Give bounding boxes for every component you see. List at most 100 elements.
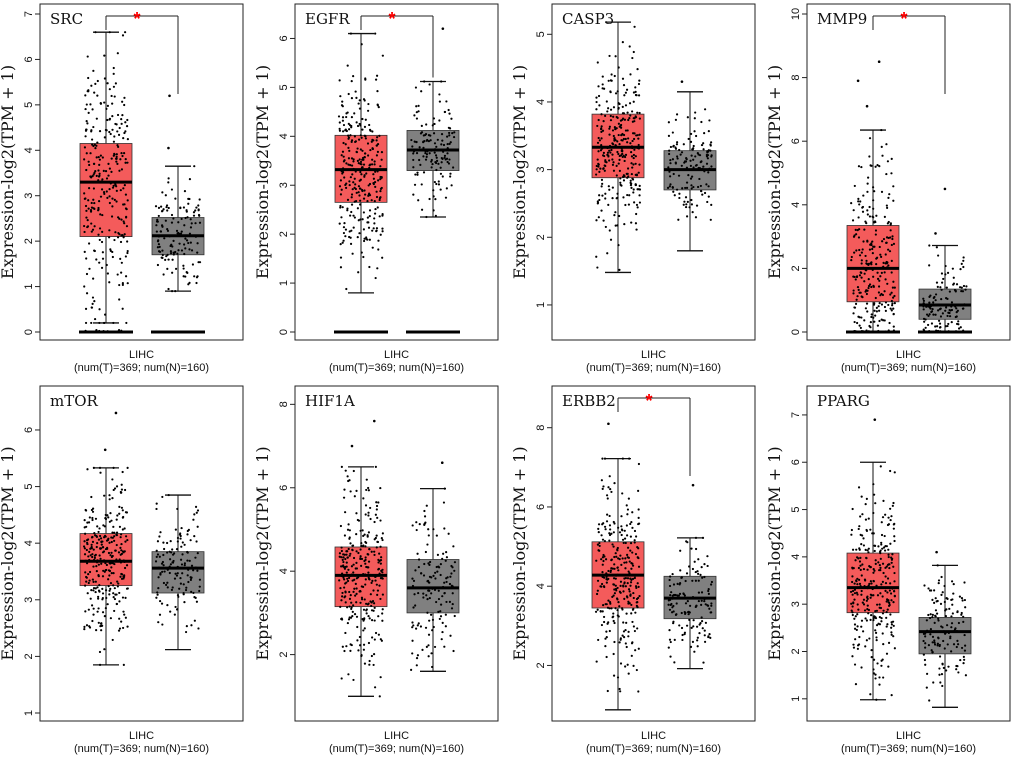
data-point — [95, 144, 98, 147]
data-point — [367, 109, 370, 112]
data-point — [122, 575, 125, 578]
data-point — [852, 601, 855, 604]
data-point — [863, 280, 866, 283]
data-point — [377, 615, 380, 618]
data-point — [110, 215, 114, 218]
data-point — [604, 225, 607, 229]
data-point — [124, 158, 127, 161]
data-point — [343, 586, 346, 589]
data-point — [348, 605, 351, 608]
data-point — [622, 584, 625, 587]
data-point — [700, 599, 703, 602]
data-point — [881, 516, 885, 519]
data-point — [688, 206, 691, 209]
data-point — [623, 175, 626, 178]
data-point — [430, 160, 433, 163]
data-point — [364, 137, 367, 140]
data-point — [98, 534, 102, 538]
data-point — [701, 167, 704, 170]
data-point — [890, 309, 893, 312]
data-point — [379, 545, 382, 548]
data-point — [182, 591, 185, 595]
data-point — [892, 307, 895, 310]
data-point — [633, 629, 637, 633]
data-point — [111, 255, 114, 259]
data-point — [632, 625, 635, 628]
data-point — [123, 222, 126, 225]
data-point — [598, 104, 601, 107]
data-point — [101, 611, 105, 614]
data-point — [607, 569, 610, 573]
data-point — [441, 139, 444, 142]
data-point — [626, 513, 629, 516]
data-point — [858, 274, 862, 277]
data-point — [362, 255, 365, 259]
data-point — [878, 676, 881, 679]
data-point — [344, 235, 347, 238]
data-point — [375, 227, 379, 230]
y-tick-label: 7 — [23, 11, 35, 17]
data-point — [378, 552, 381, 555]
data-point — [109, 562, 112, 565]
data-point — [710, 602, 713, 605]
data-point — [614, 577, 617, 580]
data-point — [854, 278, 857, 281]
data-point — [367, 514, 370, 517]
data-point — [356, 625, 359, 629]
data-point — [341, 172, 344, 175]
data-point — [617, 122, 620, 125]
data-point — [880, 271, 883, 274]
jitter-points — [595, 25, 713, 271]
data-point — [691, 579, 694, 582]
data-point — [937, 637, 940, 640]
data-point — [610, 148, 613, 152]
data-point — [362, 211, 365, 214]
data-point — [701, 576, 704, 579]
data-point — [161, 256, 164, 259]
data-point — [120, 271, 123, 274]
data-point — [176, 507, 179, 511]
data-point — [105, 563, 108, 567]
data-point — [668, 584, 672, 588]
data-point — [449, 634, 452, 637]
data-point — [621, 77, 625, 80]
data-point — [889, 613, 892, 616]
data-point — [670, 591, 673, 594]
data-point — [595, 164, 598, 168]
data-point — [111, 197, 114, 200]
data-point — [935, 325, 939, 328]
data-point — [697, 579, 700, 582]
data-point — [627, 672, 630, 675]
data-point — [684, 602, 688, 605]
data-point — [595, 219, 598, 222]
data-point — [369, 573, 372, 577]
data-point — [180, 563, 184, 566]
data-point — [363, 125, 367, 128]
data-point — [416, 173, 419, 176]
data-point — [87, 76, 90, 80]
data-point — [694, 536, 698, 539]
data-point — [374, 170, 377, 173]
data-point — [430, 576, 433, 579]
data-point — [858, 548, 861, 551]
data-point — [616, 140, 619, 143]
data-point — [114, 122, 117, 126]
data-point — [451, 566, 454, 569]
data-point — [692, 185, 695, 189]
data-point — [359, 218, 362, 221]
data-point — [348, 576, 351, 580]
y-tick-label: 3 — [278, 182, 290, 188]
data-point — [435, 182, 438, 186]
data-point — [109, 554, 112, 557]
data-point — [928, 616, 932, 620]
data-point — [85, 548, 88, 552]
data-point — [614, 92, 618, 95]
data-point — [874, 233, 877, 236]
y-tick-label: 2 — [790, 648, 802, 654]
data-point — [687, 137, 690, 141]
data-point — [617, 526, 620, 529]
data-point — [700, 603, 703, 606]
data-point — [689, 177, 693, 180]
data-point — [340, 617, 343, 620]
data-point — [938, 667, 941, 670]
